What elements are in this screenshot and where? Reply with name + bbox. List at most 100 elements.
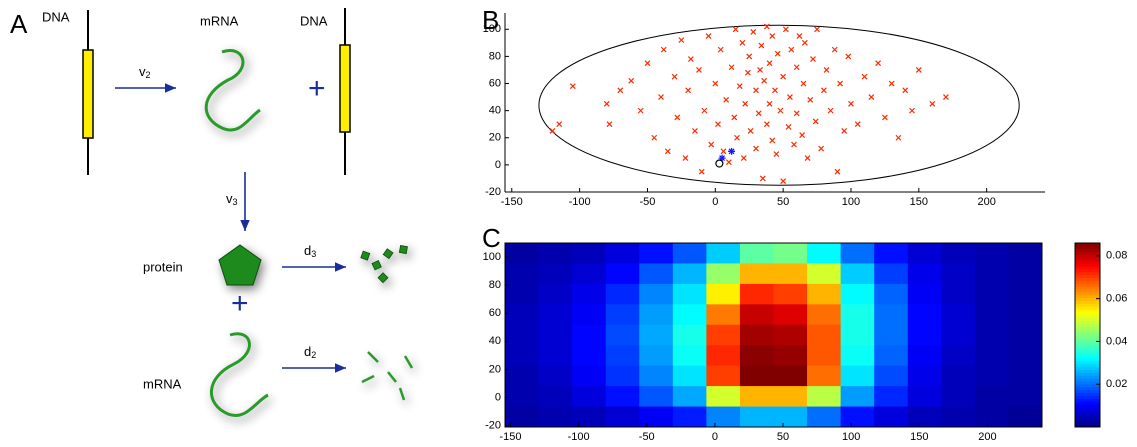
colorbar-swatch (1075, 300, 1100, 304)
plus-sign: + (308, 72, 326, 105)
heatmap-cell (874, 304, 909, 326)
heatmap-cell (874, 406, 909, 428)
colorbar-swatch (1075, 335, 1100, 339)
point (837, 80, 844, 87)
point (755, 110, 762, 117)
point (687, 56, 694, 63)
colorbar-swatch (1075, 343, 1100, 347)
subscript: 3 (233, 197, 238, 207)
protein-shape (218, 244, 262, 286)
colorbar-swatch (1075, 294, 1100, 299)
heatmap-cell (572, 386, 607, 408)
heatmap-cell (773, 345, 808, 367)
y-tick-label: 40 (489, 335, 501, 347)
heatmap-cell (706, 324, 741, 346)
heatmap-cell (874, 345, 909, 367)
heatmap-cell (1008, 324, 1043, 346)
heatmap-cell (941, 304, 976, 326)
point (774, 50, 781, 57)
heatmap-cell (605, 243, 640, 264)
heatmap-cell (672, 345, 707, 367)
colorbar-swatch (1075, 346, 1100, 350)
heatmap-cell (672, 304, 707, 326)
heatmap-cell (639, 324, 674, 346)
point (810, 56, 816, 63)
heatmap-cell (538, 283, 573, 305)
subscript: 2 (146, 70, 151, 80)
heatmap-cell (605, 406, 640, 428)
colorbar-swatch (1075, 329, 1100, 333)
point (723, 96, 730, 103)
colorbar-swatch (1075, 245, 1100, 250)
point (628, 77, 635, 84)
heatmap-cell (807, 283, 842, 305)
subscript: 2 (311, 350, 316, 360)
heatmap-cell (672, 324, 707, 346)
heatmap-cell (1008, 283, 1043, 305)
heatmap-cell (505, 324, 540, 346)
subscript: 3 (311, 249, 316, 259)
point (644, 60, 651, 67)
point (831, 46, 838, 53)
point (617, 87, 624, 94)
heatmap-cell (1008, 345, 1043, 367)
heatmap-cell (941, 386, 976, 408)
heatmap-cell (941, 283, 976, 305)
y-tick-label: 60 (489, 77, 501, 89)
heatmap-cell (672, 406, 707, 428)
point (799, 132, 806, 138)
heatmap-cell (907, 345, 942, 367)
heatmap-cell (907, 304, 942, 326)
heatmap-cell (874, 324, 909, 346)
heatmap-cell (907, 406, 942, 428)
heatmap-cell (572, 243, 607, 264)
heatmap-cell (605, 386, 640, 408)
rate-label: v2 (139, 64, 151, 80)
point (861, 73, 868, 80)
colorbar-swatch (1075, 415, 1100, 419)
heatmap-cell (807, 324, 842, 346)
gene (82, 49, 94, 139)
x-tick-label: 200 (978, 431, 996, 443)
colorbar-swatch (1075, 383, 1100, 388)
point (705, 33, 712, 39)
heatmap-cell (840, 263, 875, 285)
heatmap-cell (941, 243, 976, 264)
colorbar-swatch (1075, 404, 1100, 408)
point (902, 87, 909, 94)
heatmap-cell (605, 345, 640, 367)
colorbar-swatch (1075, 358, 1100, 362)
point (766, 60, 773, 67)
rate-label: d2 (304, 344, 316, 360)
x-tick-label: -50 (639, 431, 655, 443)
point (717, 46, 724, 53)
point (943, 94, 949, 101)
point (763, 23, 770, 30)
heatmap-cell (572, 365, 607, 387)
heatmap-cell (941, 406, 976, 428)
heatmap-cell (505, 243, 540, 264)
heatmap-cell (505, 386, 540, 408)
heatmap-cell (974, 304, 1009, 326)
degraded-protein (360, 245, 408, 284)
point (728, 64, 735, 71)
heatmap-cell (907, 243, 942, 264)
colorbar-swatch (1075, 289, 1100, 293)
heatmap-cell (840, 304, 875, 326)
point (841, 128, 848, 134)
heatmap-cell (1008, 243, 1043, 264)
colorbar-swatch (1075, 332, 1100, 336)
heatmap-cell (1008, 365, 1043, 387)
heatmap-cell (672, 243, 707, 264)
heatmap-cell (840, 324, 875, 346)
colorbar-swatch (1075, 355, 1100, 359)
x-tick-label: 0 (712, 431, 718, 443)
colorbar-swatch (1075, 277, 1100, 281)
x-tick-label: -100 (569, 196, 591, 208)
point (715, 121, 721, 128)
colorbar-swatch (1075, 424, 1100, 428)
heatmap-cell (874, 365, 909, 387)
point (777, 107, 784, 114)
heatmap-cell (1008, 263, 1043, 285)
colorbar-swatch (1075, 291, 1100, 296)
